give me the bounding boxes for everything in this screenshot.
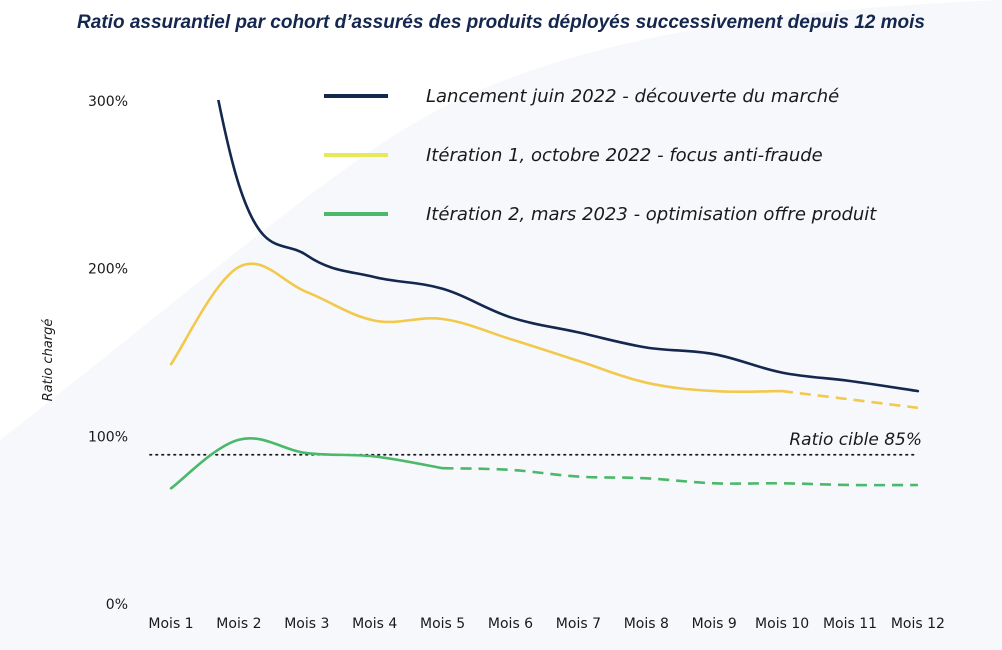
y-tick-label: 100% — [88, 429, 128, 445]
y-axis-label: Ratio chargé — [41, 319, 56, 402]
y-tick-label: 0% — [106, 597, 128, 613]
x-tick-label: Mois 6 — [488, 616, 533, 632]
series-1-line — [217, 100, 920, 393]
y-axis: 0% 100% 200% 300% — [88, 94, 128, 613]
x-tick-label: Mois 11 — [823, 616, 877, 632]
series-2-dashed-segment — [781, 389, 919, 410]
series-3-solid-segment — [169, 437, 444, 490]
legend: Lancement juin 2022 - découverte du marc… — [324, 86, 877, 225]
y-tick-label: 300% — [88, 94, 128, 110]
x-tick-label: Mois 7 — [556, 616, 601, 632]
legend-label-2: Itération 1, octobre 2022 - focus anti-f… — [426, 145, 823, 166]
chart-title: Ratio assurantiel par cohort d’assurés d… — [77, 12, 925, 33]
x-tick-label: Mois 2 — [216, 616, 261, 632]
series-3-line — [169, 437, 918, 490]
x-tick-label: Mois 5 — [420, 616, 465, 632]
x-tick-label: Mois 3 — [284, 616, 329, 632]
series-2-solid-segment — [169, 262, 784, 394]
series-1-solid-segment — [217, 100, 920, 393]
x-tick-label: Mois 1 — [148, 616, 193, 632]
x-tick-label: Mois 8 — [624, 616, 669, 632]
y-tick-label: 200% — [88, 262, 128, 278]
x-tick-label: Mois 9 — [692, 616, 737, 632]
x-axis: Mois 1 Mois 2 Mois 3 Mois 4 Mois 5 Mois 6 Mois… — [148, 616, 945, 632]
series-2-line — [169, 262, 919, 410]
x-tick-label: Mois 10 — [755, 616, 809, 632]
series-layer — [169, 100, 920, 490]
x-tick-label: Mois 12 — [891, 616, 945, 632]
legend-label-3: Itération 2, mars 2023 - optimisation of… — [426, 204, 877, 225]
target-ratio-label: Ratio cible 85% — [789, 430, 922, 450]
legend-label-1: Lancement juin 2022 - découverte du marc… — [426, 86, 839, 107]
x-tick-label: Mois 4 — [352, 616, 397, 632]
series-3-dashed-segment — [442, 466, 918, 487]
